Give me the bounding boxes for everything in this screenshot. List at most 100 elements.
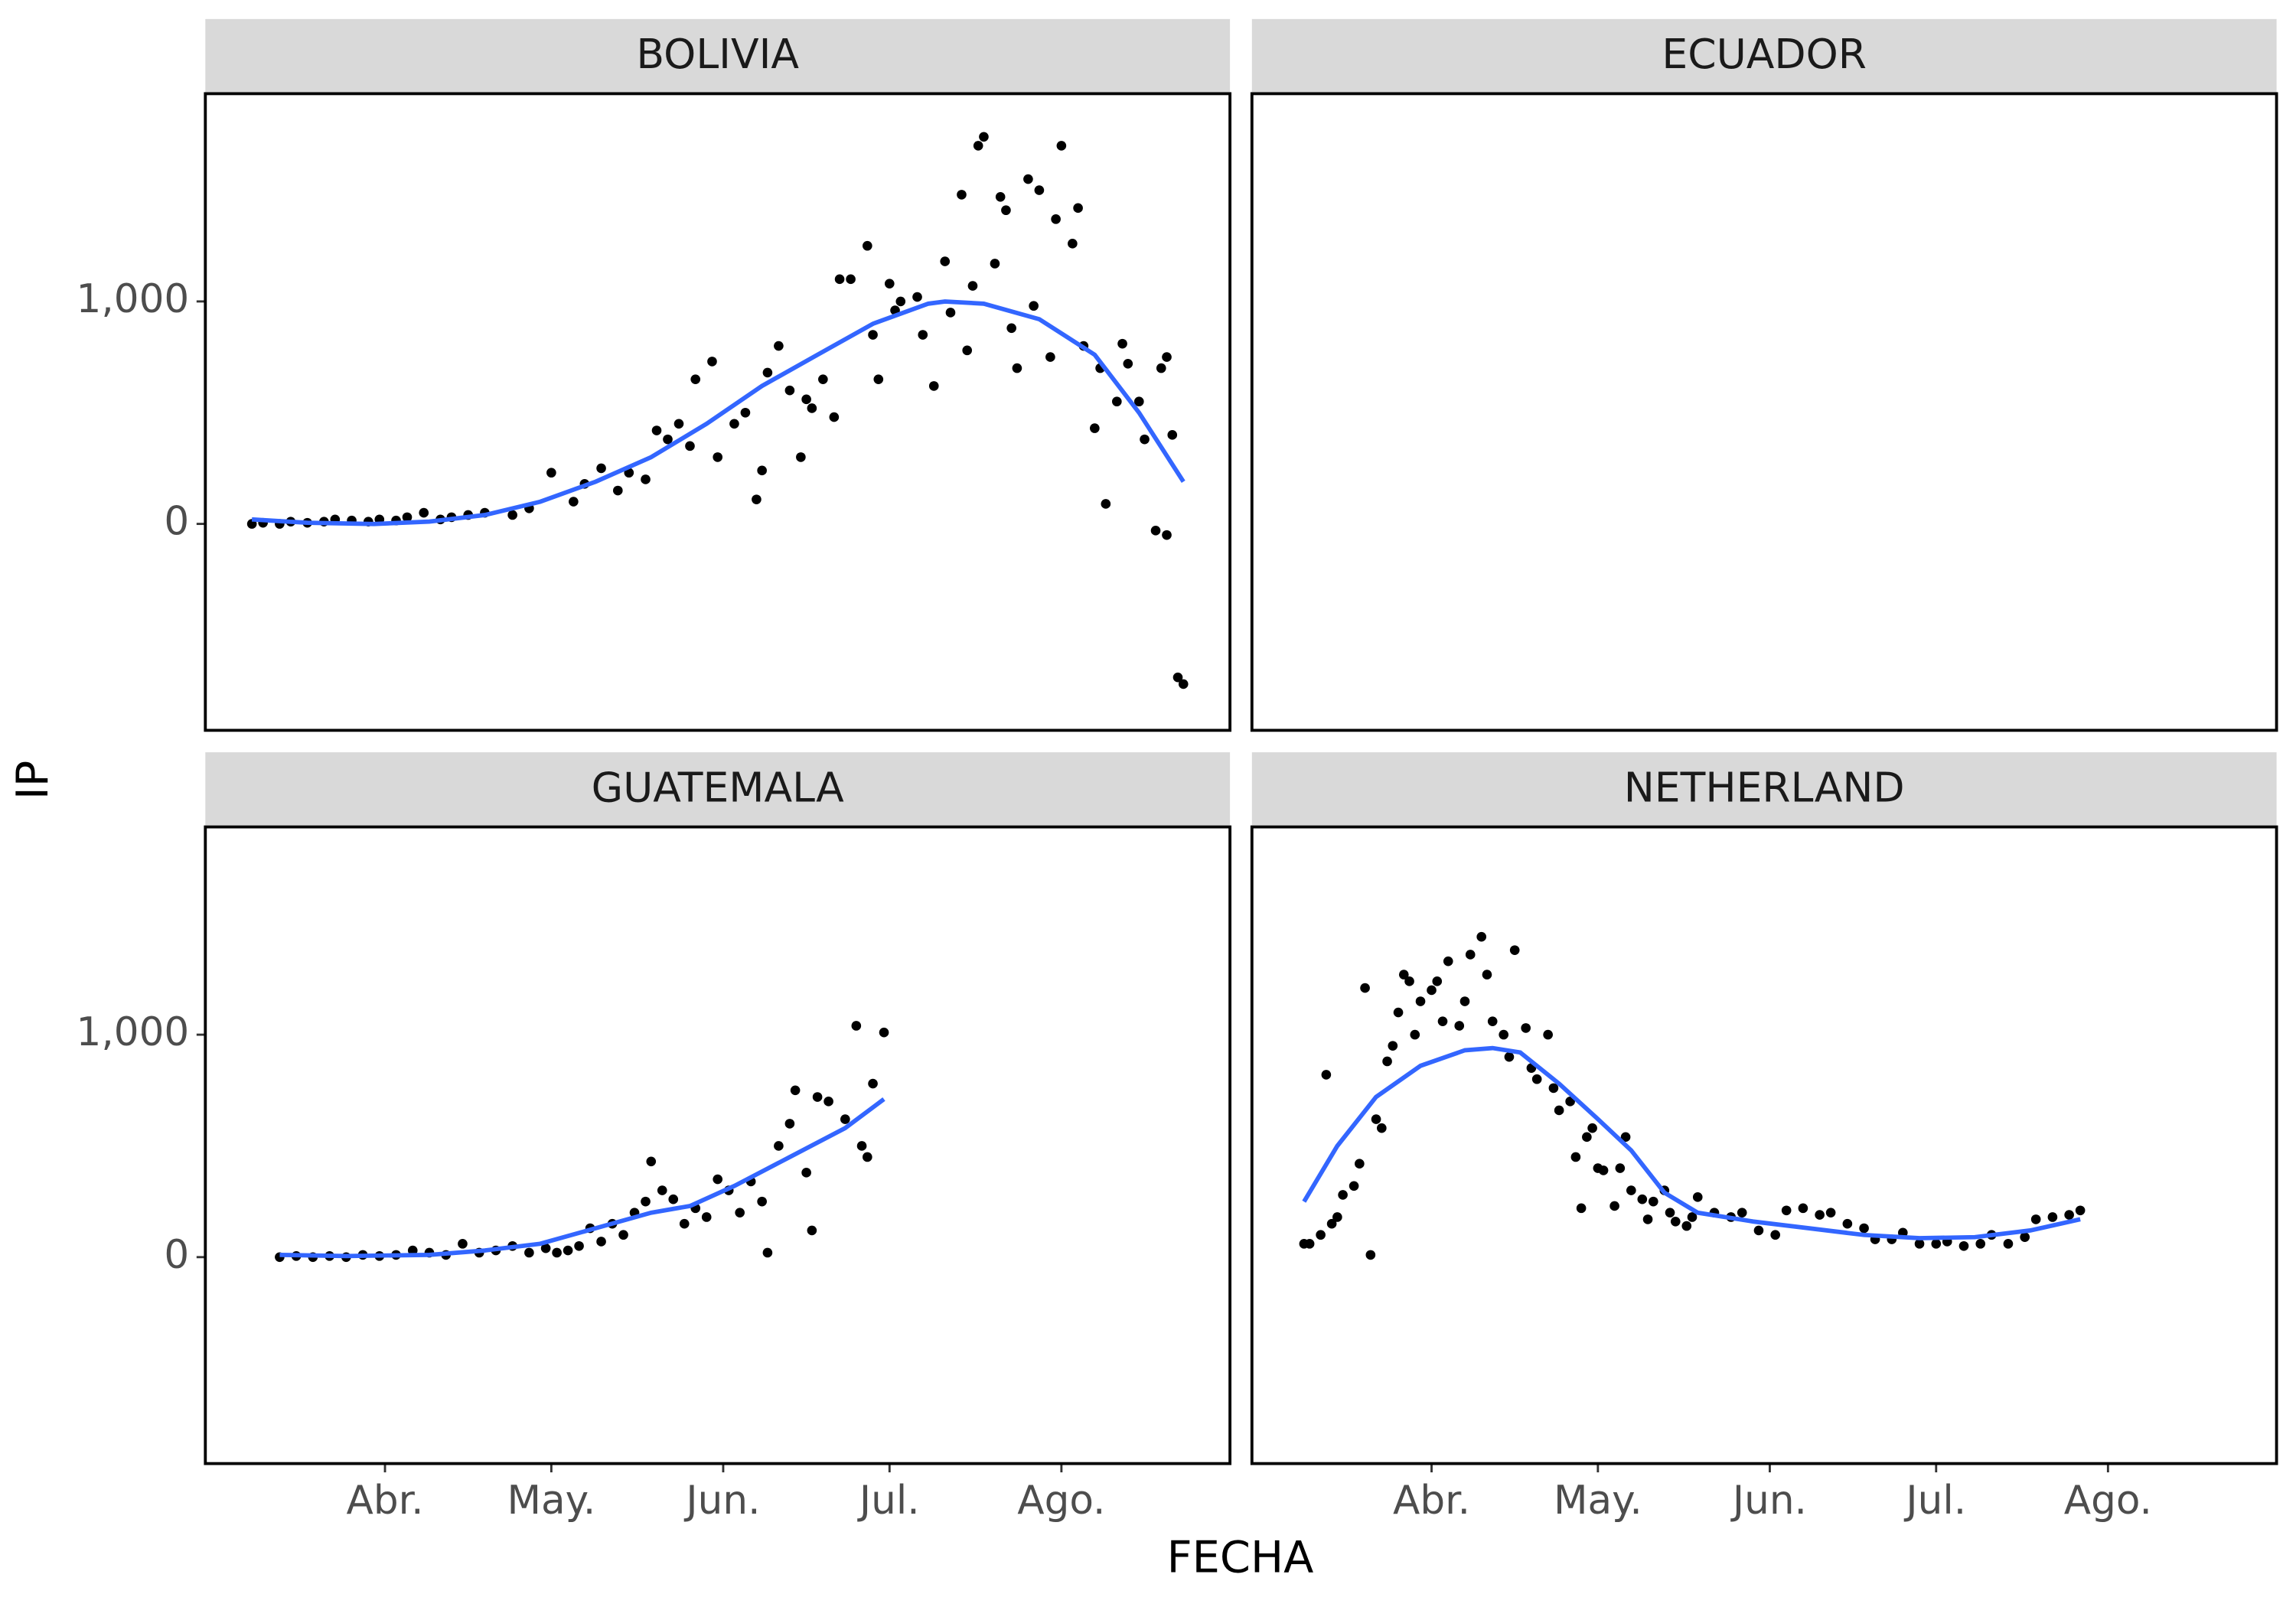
point — [2047, 1212, 2058, 1222]
point — [1598, 1165, 1609, 1175]
point — [846, 274, 856, 285]
point — [2003, 1239, 2014, 1249]
point — [596, 463, 606, 474]
point — [1620, 1132, 1631, 1143]
point — [1454, 1021, 1465, 1031]
point — [1167, 430, 1178, 440]
point — [945, 308, 956, 318]
point — [1642, 1214, 1653, 1224]
point — [1437, 1016, 1448, 1026]
point — [1321, 1070, 1332, 1080]
panel-border — [1250, 825, 2278, 1465]
point — [1582, 1132, 1592, 1143]
point — [1150, 526, 1161, 536]
point — [823, 1097, 833, 1107]
point — [1615, 1163, 1626, 1173]
x-tick-label: Jun. — [1730, 1478, 1807, 1524]
point — [685, 441, 695, 451]
point — [1565, 1097, 1575, 1107]
point — [1029, 301, 1039, 311]
point — [740, 407, 751, 418]
point — [1476, 931, 1487, 942]
point — [1140, 434, 1150, 445]
point — [618, 1230, 628, 1240]
point — [807, 403, 817, 413]
point — [840, 1114, 850, 1124]
point — [1012, 363, 1022, 373]
point — [801, 1168, 811, 1178]
point — [1073, 203, 1083, 214]
point — [1509, 945, 1520, 955]
point — [757, 1196, 767, 1207]
point — [1382, 1056, 1392, 1067]
point — [673, 419, 684, 429]
point — [707, 357, 717, 367]
point — [2030, 1214, 2041, 1224]
y-tick-label: 1,000 — [76, 1009, 189, 1055]
point — [879, 1027, 889, 1038]
x-tick-label: Abr. — [1393, 1478, 1470, 1524]
point — [1001, 205, 1011, 216]
point — [884, 279, 895, 288]
point — [790, 1085, 801, 1096]
point — [957, 190, 967, 200]
point — [1648, 1196, 1658, 1207]
point — [829, 412, 840, 422]
point — [668, 1194, 679, 1204]
point — [1349, 1181, 1359, 1191]
point — [1338, 1190, 1348, 1200]
point — [1815, 1210, 1825, 1220]
point — [1842, 1218, 1853, 1229]
point — [1626, 1185, 1636, 1195]
point — [868, 1078, 878, 1089]
point — [1332, 1212, 1342, 1222]
y-axis-title: IP — [7, 761, 58, 800]
point — [1172, 672, 1183, 683]
point — [784, 1119, 795, 1129]
point — [1034, 185, 1045, 195]
point — [834, 274, 845, 285]
point — [574, 1240, 584, 1251]
point — [679, 1218, 690, 1229]
point — [912, 292, 922, 302]
point — [402, 512, 413, 523]
smooth-line — [251, 299, 1186, 526]
point — [1781, 1205, 1792, 1216]
point — [1665, 1208, 1675, 1217]
point — [1487, 1016, 1498, 1026]
point — [990, 259, 1000, 269]
point — [762, 367, 773, 378]
point — [419, 507, 429, 518]
point — [563, 1245, 573, 1256]
x-tick-label: Jul. — [857, 1478, 920, 1524]
smooth-line — [1302, 1045, 2081, 1240]
point — [1825, 1208, 1836, 1217]
point — [1548, 1083, 1559, 1094]
point — [1587, 1123, 1597, 1133]
strip-label: GUATEMALA — [592, 763, 845, 811]
panel — [1251, 93, 2277, 731]
point — [918, 330, 928, 340]
point — [596, 1237, 606, 1247]
point — [796, 452, 806, 462]
point — [995, 191, 1006, 202]
point — [967, 281, 978, 291]
point — [784, 385, 795, 396]
x-tick-label: Ago. — [2064, 1478, 2152, 1524]
x-tick-label: Abr. — [347, 1478, 424, 1524]
point — [1415, 996, 1426, 1006]
point — [1006, 323, 1016, 334]
point — [735, 1208, 745, 1217]
point — [713, 452, 723, 462]
point — [641, 474, 651, 484]
strip-label: ECUADOR — [1662, 30, 1867, 78]
point — [868, 330, 878, 340]
point — [1377, 1123, 1387, 1133]
point — [1123, 358, 1133, 369]
point — [962, 345, 973, 356]
panel-border — [204, 825, 1232, 1465]
point — [1304, 1239, 1315, 1249]
point — [1681, 1221, 1692, 1231]
strip-label: BOLIVIA — [636, 30, 799, 78]
